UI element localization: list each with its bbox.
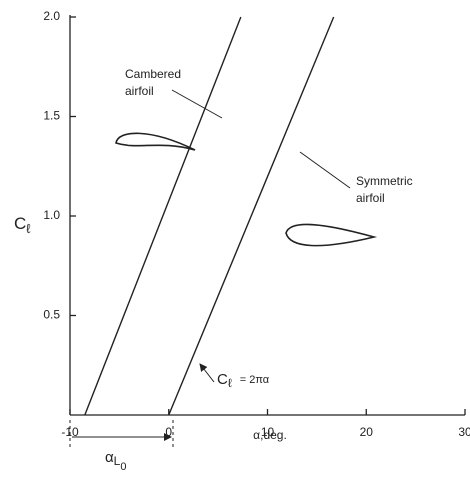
y-tick-label: 0.5	[43, 308, 60, 322]
annotation: αL0	[105, 449, 126, 473]
x-tick-label: 0	[165, 425, 172, 439]
leader-line	[171, 89, 223, 119]
annotation: airfoil	[356, 191, 385, 205]
annotation: Symmetric	[356, 174, 413, 188]
y-tick-label: 1.0	[43, 208, 60, 222]
y-tick-label: 2.0	[43, 9, 60, 23]
x-tick-label: 30	[458, 425, 470, 439]
data-line	[84, 16, 242, 416]
cambered-airfoil-shape	[115, 132, 196, 151]
annotation: airfoil	[125, 84, 154, 98]
data-line	[168, 16, 335, 416]
y-tick-label: 1.5	[43, 109, 60, 123]
y-axis-label: Cℓ	[14, 214, 31, 236]
x-tick-label: -10	[61, 425, 79, 439]
symmetric-airfoil-shape	[285, 223, 378, 247]
leader-line	[299, 151, 351, 189]
annotation: Cℓ = 2πα	[217, 371, 270, 390]
x-axis-label: α,deg.	[253, 428, 287, 442]
annotation: Cambered	[125, 67, 181, 81]
leader-arrow	[199, 363, 215, 383]
x-tick-label: 20	[360, 425, 374, 439]
x-tick-label: 10	[261, 425, 275, 439]
